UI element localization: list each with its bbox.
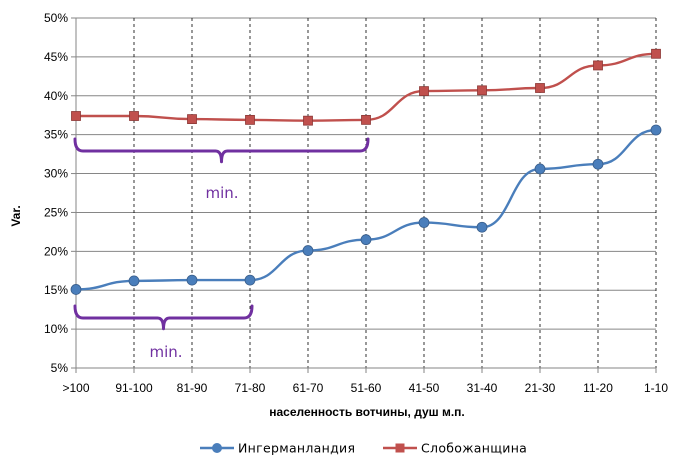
min-brace (73, 137, 370, 164)
axes (71, 17, 657, 373)
y-axis-title: Var. (9, 205, 23, 226)
data-point (302, 245, 314, 256)
x-tick-label: 71-80 (235, 381, 266, 395)
axis-labels: 5% 10% 15% 20% 25% 30% 35% 40% 45% 50% >100 91-100 8… (44, 11, 668, 395)
data-point (187, 114, 197, 125)
annotations: min. min. (73, 137, 370, 361)
data-point (361, 114, 371, 125)
data-point (129, 111, 139, 121)
data-point (70, 284, 82, 295)
x-tick-label: 61-70 (293, 381, 324, 395)
data-point (535, 83, 545, 93)
x-tick-label: 51-60 (351, 381, 382, 395)
min-annotation-label: min. (149, 343, 182, 361)
y-tick-label: 45% (44, 50, 68, 64)
data-point (303, 115, 313, 126)
data-point (360, 234, 372, 246)
data-point (592, 158, 604, 170)
data-point (476, 221, 488, 233)
legend-marker (395, 443, 405, 453)
legend-label: Слобожанщина (421, 441, 527, 456)
series-line (75, 52, 657, 122)
y-tick-label: 40% (44, 89, 68, 103)
x-tick-label: 21-30 (525, 381, 556, 395)
data-point (593, 60, 603, 71)
legend: Ингерманландия Слобожанщина (200, 441, 527, 456)
y-tick-label: 25% (44, 205, 68, 219)
data-point (186, 274, 198, 286)
legend-marker (212, 443, 222, 453)
min-brace (73, 304, 254, 331)
data-point (128, 275, 140, 287)
x-axis-title: населенность вотчины, душ м.п. (269, 405, 465, 419)
x-tick-label: 81-90 (177, 381, 208, 395)
y-tick-label: 20% (44, 244, 68, 258)
y-tick-label: 35% (44, 128, 68, 142)
x-tick-label: 1-10 (644, 381, 668, 395)
grid (75, 17, 657, 368)
series (70, 48, 662, 295)
y-tick-label: 5% (51, 361, 69, 375)
y-tick-label: 30% (44, 167, 68, 181)
y-tick-label: 50% (44, 11, 68, 25)
data-point (245, 114, 255, 125)
x-tick-label: 11-20 (583, 381, 613, 395)
x-tick-label: >100 (62, 381, 89, 395)
data-point (419, 86, 429, 97)
y-tick-label: 15% (44, 283, 68, 297)
x-tick-label: 91-100 (115, 381, 153, 395)
x-tick-label: 31-40 (467, 381, 498, 395)
legend-label: Ингерманландия (238, 441, 355, 456)
data-point (244, 274, 256, 286)
data-point (534, 163, 546, 175)
data-point (418, 217, 430, 228)
data-point (71, 111, 81, 121)
data-point (651, 48, 661, 59)
data-point (477, 85, 487, 96)
data-point (650, 124, 662, 136)
x-tick-label: 41-50 (409, 381, 440, 395)
min-annotation-label: min. (205, 184, 238, 202)
y-tick-label: 10% (44, 322, 68, 336)
